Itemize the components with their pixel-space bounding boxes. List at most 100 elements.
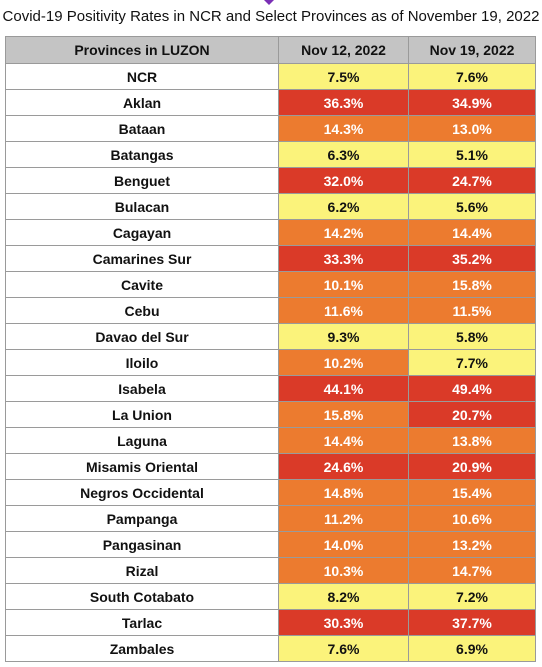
rate-cell-nov12: 6.3%	[278, 141, 409, 168]
table-body: NCR 7.5% 7.6% Aklan 36.3% 34.9% Bataan 14.3% 13.…	[5, 63, 536, 662]
column-header-nov19: Nov 19, 2022	[408, 36, 536, 64]
rate-cell-nov19: 37.7%	[408, 609, 536, 636]
positivity-table: Provinces in LUZON Nov 12, 2022 Nov 19, …	[5, 36, 536, 662]
province-cell: Aklan	[5, 89, 279, 116]
rate-cell-nov12: 14.8%	[278, 479, 409, 506]
rate-cell-nov12: 11.2%	[278, 505, 409, 532]
rate-cell-nov19: 13.2%	[408, 531, 536, 558]
rate-cell-nov12: 6.2%	[278, 193, 409, 220]
rate-cell-nov12: 30.3%	[278, 609, 409, 636]
rate-cell-nov19: 24.7%	[408, 167, 536, 194]
table-row: Batangas 6.3% 5.1%	[5, 141, 536, 168]
table-row: Aklan 36.3% 34.9%	[5, 89, 536, 116]
rate-cell-nov19: 7.6%	[408, 63, 536, 90]
province-cell: Pangasinan	[5, 531, 279, 558]
rate-cell-nov19: 7.2%	[408, 583, 536, 610]
province-cell: Misamis Oriental	[5, 453, 279, 480]
rate-cell-nov12: 14.2%	[278, 219, 409, 246]
table-row: Cebu 11.6% 11.5%	[5, 297, 536, 324]
rate-cell-nov12: 7.6%	[278, 635, 409, 662]
rate-cell-nov19: 11.5%	[408, 297, 536, 324]
province-cell: La Union	[5, 401, 279, 428]
table-row: Pangasinan 14.0% 13.2%	[5, 531, 536, 558]
province-cell: Cagayan	[5, 219, 279, 246]
province-cell: Cavite	[5, 271, 279, 298]
header-row: Provinces in LUZON Nov 12, 2022 Nov 19, …	[5, 36, 536, 64]
table-row: Tarlac 30.3% 37.7%	[5, 609, 536, 636]
rate-cell-nov19: 35.2%	[408, 245, 536, 272]
province-cell: Cebu	[5, 297, 279, 324]
rate-cell-nov12: 11.6%	[278, 297, 409, 324]
province-cell: Laguna	[5, 427, 279, 454]
rate-cell-nov12: 44.1%	[278, 375, 409, 402]
rate-cell-nov19: 6.9%	[408, 635, 536, 662]
rate-cell-nov19: 14.7%	[408, 557, 536, 584]
table-row: Zambales 7.6% 6.9%	[5, 635, 536, 662]
rate-cell-nov12: 8.2%	[278, 583, 409, 610]
rate-cell-nov12: 36.3%	[278, 89, 409, 116]
rate-cell-nov12: 10.1%	[278, 271, 409, 298]
rate-cell-nov19: 13.8%	[408, 427, 536, 454]
rate-cell-nov19: 7.7%	[408, 349, 536, 376]
rate-cell-nov19: 5.6%	[408, 193, 536, 220]
rate-cell-nov12: 14.0%	[278, 531, 409, 558]
table-row: Benguet 32.0% 24.7%	[5, 167, 536, 194]
table-row: Cavite 10.1% 15.8%	[5, 271, 536, 298]
rate-cell-nov12: 33.3%	[278, 245, 409, 272]
rate-cell-nov12: 32.0%	[278, 167, 409, 194]
table-row: South Cotabato 8.2% 7.2%	[5, 583, 536, 610]
province-cell: Iloilo	[5, 349, 279, 376]
table-row: Bulacan 6.2% 5.6%	[5, 193, 536, 220]
table-row: NCR 7.5% 7.6%	[5, 63, 536, 90]
rate-cell-nov12: 15.8%	[278, 401, 409, 428]
rate-cell-nov19: 20.9%	[408, 453, 536, 480]
table-row: Isabela 44.1% 49.4%	[5, 375, 536, 402]
rate-cell-nov12: 10.3%	[278, 557, 409, 584]
column-header-province: Provinces in LUZON	[5, 36, 279, 64]
rate-cell-nov19: 15.8%	[408, 271, 536, 298]
rate-cell-nov12: 10.2%	[278, 349, 409, 376]
top-marker-icon	[264, 0, 274, 5]
rate-cell-nov19: 13.0%	[408, 115, 536, 142]
rate-cell-nov19: 20.7%	[408, 401, 536, 428]
province-cell: Tarlac	[5, 609, 279, 636]
table-row: Iloilo 10.2% 7.7%	[5, 349, 536, 376]
table-row: Camarines Sur 33.3% 35.2%	[5, 245, 536, 272]
table-row: Davao del Sur 9.3% 5.8%	[5, 323, 536, 350]
rate-cell-nov19: 49.4%	[408, 375, 536, 402]
table-row: Misamis Oriental 24.6% 20.9%	[5, 453, 536, 480]
rate-cell-nov19: 10.6%	[408, 505, 536, 532]
province-cell: South Cotabato	[5, 583, 279, 610]
rate-cell-nov12: 7.5%	[278, 63, 409, 90]
rate-cell-nov12: 24.6%	[278, 453, 409, 480]
table-row: Rizal 10.3% 14.7%	[5, 557, 536, 584]
table-row: Negros Occidental 14.8% 15.4%	[5, 479, 536, 506]
rate-cell-nov19: 5.8%	[408, 323, 536, 350]
table-row: Laguna 14.4% 13.8%	[5, 427, 536, 454]
rate-cell-nov19: 15.4%	[408, 479, 536, 506]
rate-cell-nov19: 5.1%	[408, 141, 536, 168]
rate-cell-nov12: 14.3%	[278, 115, 409, 142]
province-cell: NCR	[5, 63, 279, 90]
province-cell: Bataan	[5, 115, 279, 142]
province-cell: Pampanga	[5, 505, 279, 532]
table-row: Cagayan 14.2% 14.4%	[5, 219, 536, 246]
column-header-nov12: Nov 12, 2022	[278, 36, 409, 64]
province-cell: Isabela	[5, 375, 279, 402]
rate-cell-nov19: 14.4%	[408, 219, 536, 246]
province-cell: Negros Occidental	[5, 479, 279, 506]
chart-title: Covid-19 Positivity Rates in NCR and Sel…	[2, 8, 540, 25]
province-cell: Camarines Sur	[5, 245, 279, 272]
province-cell: Bulacan	[5, 193, 279, 220]
province-cell: Benguet	[5, 167, 279, 194]
province-cell: Davao del Sur	[5, 323, 279, 350]
rate-cell-nov12: 14.4%	[278, 427, 409, 454]
table-row: Bataan 14.3% 13.0%	[5, 115, 536, 142]
rate-cell-nov19: 34.9%	[408, 89, 536, 116]
table-row: Pampanga 11.2% 10.6%	[5, 505, 536, 532]
province-cell: Batangas	[5, 141, 279, 168]
province-cell: Rizal	[5, 557, 279, 584]
table-row: La Union 15.8% 20.7%	[5, 401, 536, 428]
province-cell: Zambales	[5, 635, 279, 662]
rate-cell-nov12: 9.3%	[278, 323, 409, 350]
